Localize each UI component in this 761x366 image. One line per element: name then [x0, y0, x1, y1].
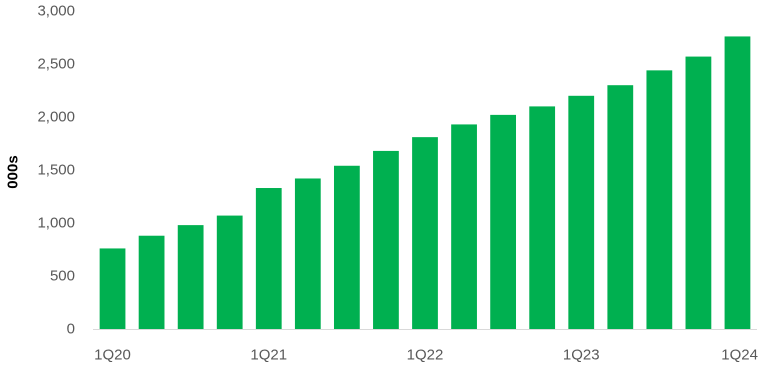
bar-3Q20 — [177, 225, 204, 329]
x-axis-ticks: 1Q20 1Q21 1Q22 1Q23 1Q24 — [94, 347, 758, 364]
x-tick-label: 1Q23 — [563, 347, 600, 364]
x-tick-label: 1Q21 — [250, 347, 287, 364]
y-tick-label: 2,500 — [37, 56, 75, 73]
bar-1Q22 — [412, 137, 438, 329]
bar-1Q21 — [255, 188, 282, 329]
bar-1Q23 — [568, 95, 595, 329]
y-tick-label: 0 — [67, 321, 75, 338]
y-axis-title: 000s — [5, 155, 22, 188]
bar-2Q20 — [138, 235, 165, 329]
y-tick-label: 500 — [50, 268, 75, 285]
bar-3Q22 — [490, 114, 517, 329]
y-tick-label: 2,000 — [37, 109, 75, 126]
bar-1Q20 — [99, 248, 126, 329]
bar-2Q23 — [607, 85, 634, 329]
bar-3Q23 — [646, 70, 673, 330]
x-tick-label: 1Q20 — [94, 347, 131, 364]
bar-2Q21 — [294, 178, 321, 329]
y-tick-label: 1,000 — [37, 215, 75, 232]
y-tick-label: 1,500 — [37, 162, 75, 179]
x-tick-label: 1Q22 — [407, 347, 444, 364]
y-axis-ticks: 0 500 1,000 1,500 2,000 2,500 3,000 — [37, 3, 75, 338]
x-tick-label: 1Q24 — [721, 347, 758, 364]
bar-4Q22 — [529, 106, 556, 330]
bar-1Q24 — [724, 36, 751, 329]
bar-4Q20 — [216, 215, 243, 329]
bar-4Q21 — [373, 150, 399, 329]
bars — [99, 36, 751, 330]
bar-2Q22 — [451, 124, 477, 329]
bar-3Q21 — [333, 165, 360, 329]
y-tick-label: 3,000 — [37, 3, 75, 20]
bar-4Q23 — [685, 56, 712, 330]
